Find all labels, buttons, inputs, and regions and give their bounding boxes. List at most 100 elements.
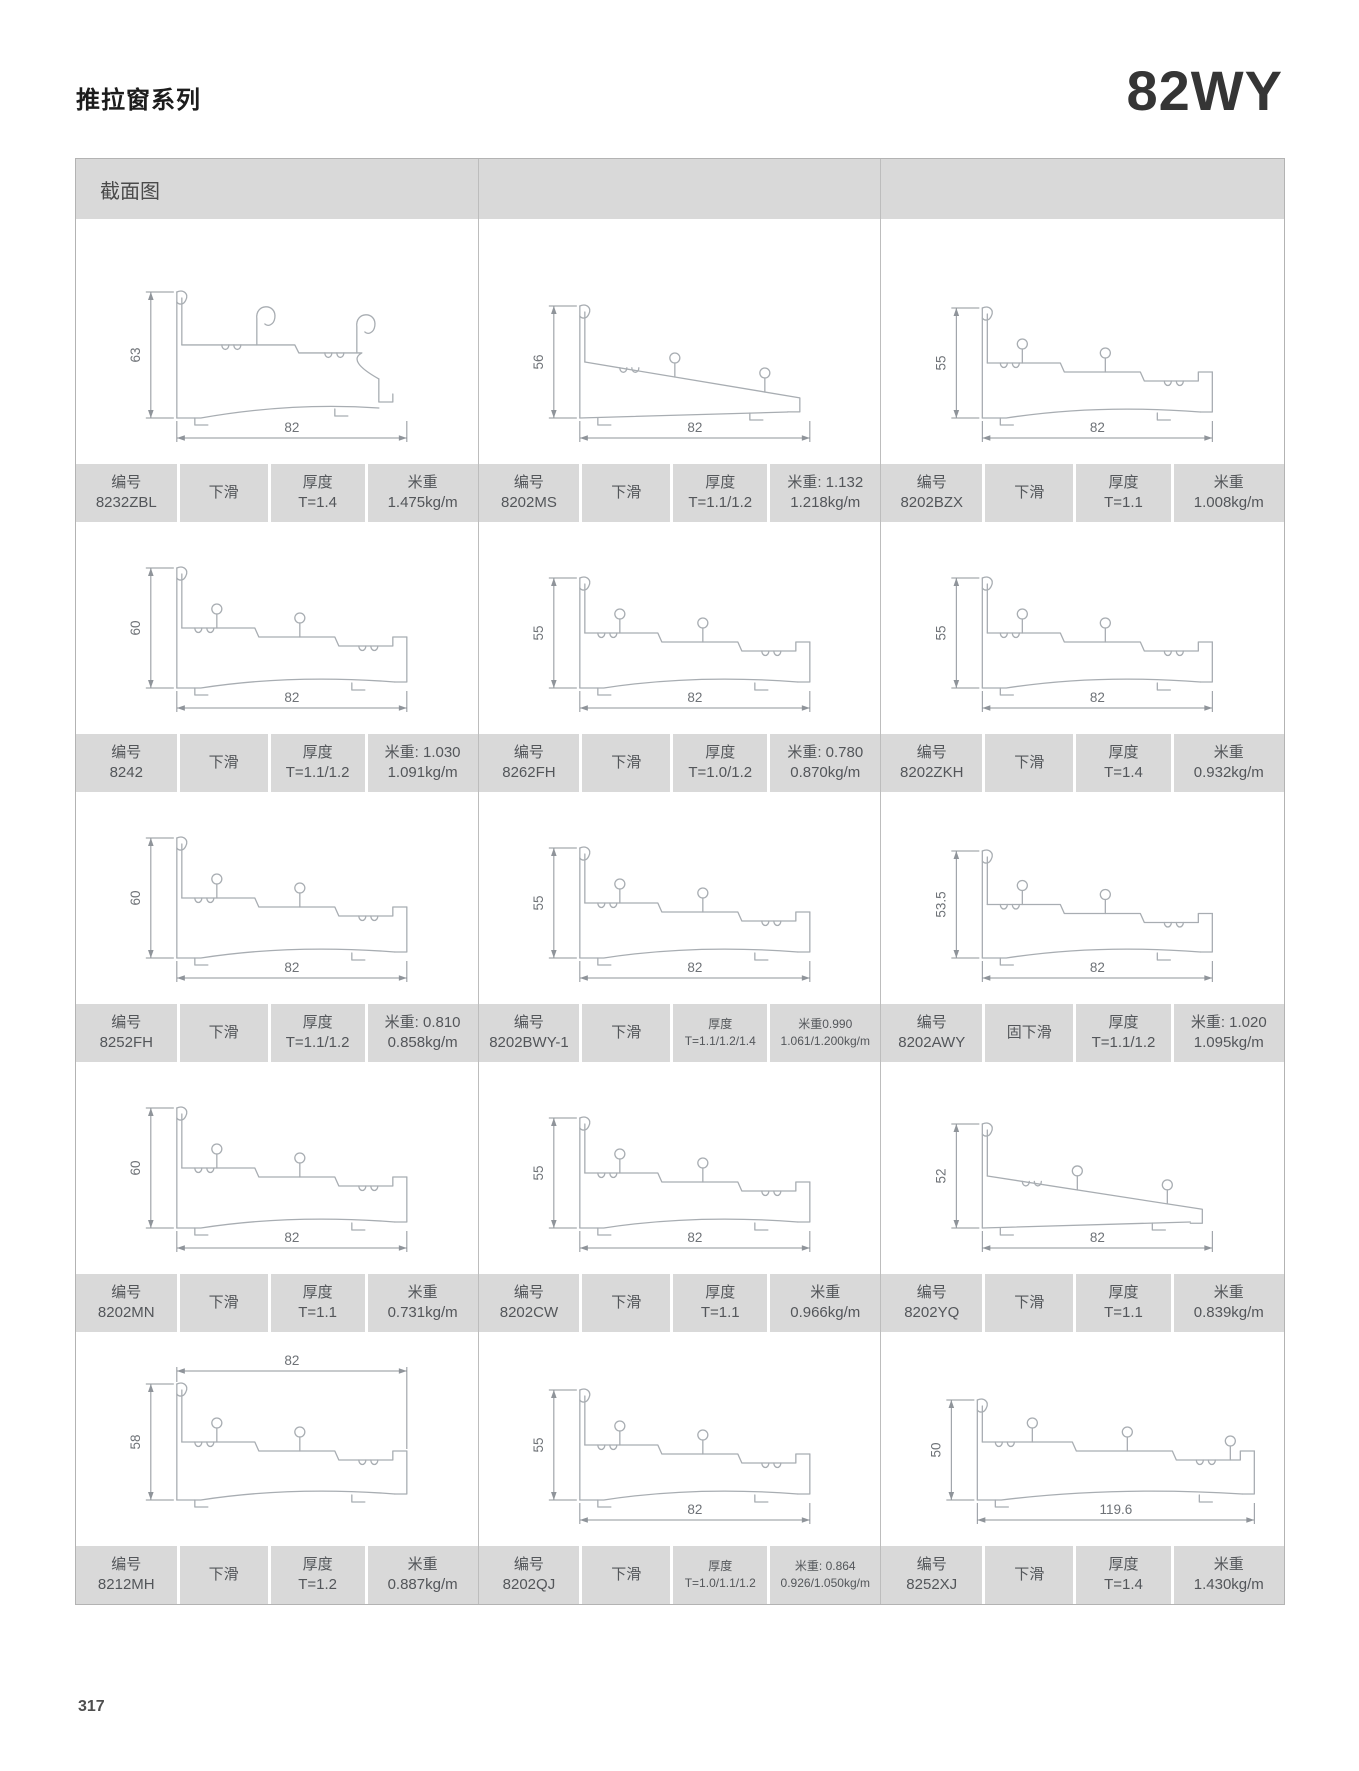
- code-cell: 编号 8202MN: [76, 1274, 177, 1332]
- code-cell: 编号 8242: [76, 734, 177, 792]
- code-cell-text: 编号: [513, 743, 544, 761]
- slide-type-cell: 下滑: [985, 464, 1074, 522]
- profile-drawing-cell: 55 82: [478, 1332, 882, 1546]
- slide-type-cell: 下滑: [179, 1004, 268, 1062]
- thickness-cell-text: 厚度: [302, 1013, 333, 1031]
- code-cell-text: 8202YQ: [904, 1304, 960, 1321]
- code-cell: 编号 8202YQ: [881, 1274, 983, 1332]
- width-dimension-label: 82: [687, 420, 702, 435]
- code-cell: 编号 8202QJ: [478, 1546, 580, 1604]
- table-header-row: 截面图: [76, 159, 1284, 219]
- weight-cell-text: 0.932kg/m: [1193, 764, 1264, 781]
- height-dimension-label: 52: [934, 1168, 949, 1183]
- thickness-cell: 厚度 T=1.1/1.2: [270, 734, 365, 792]
- profile-outline: [578, 846, 811, 966]
- weight-cell: 米重: 1.020 1.095kg/m: [1173, 1004, 1284, 1062]
- weight-cell-text: 0.839kg/m: [1193, 1304, 1264, 1321]
- profile-drawing-cell: 55 82: [881, 522, 1284, 734]
- height-dimension-label: 60: [128, 890, 143, 905]
- dimension-lines: 63 82: [128, 291, 408, 442]
- width-dimension-label: 82: [1090, 420, 1105, 435]
- profile-drawing-cell: 55 82: [478, 792, 882, 1004]
- code-cell-text: 编号: [916, 743, 947, 761]
- dimension-lines: 55 82: [530, 1389, 810, 1524]
- slide-type-cell-text: 下滑: [611, 483, 642, 501]
- code-cell-text: 8202AWY: [898, 1034, 966, 1051]
- profile-outline: [977, 1398, 1256, 1508]
- thickness-cell-text: 厚度: [708, 1016, 733, 1031]
- thickness-cell: 厚度 T=1.0/1.1/1.2: [673, 1546, 768, 1604]
- thickness-cell-text: 厚度: [1108, 1283, 1139, 1301]
- slide-type-cell-text: 下滑: [208, 753, 239, 771]
- dimension-lines: 55 82: [530, 1117, 810, 1252]
- profile-drawing-cell: 60 82: [76, 522, 479, 734]
- weight-cell-text: 1.008kg/m: [1193, 494, 1264, 511]
- weight-cell-text: 1.475kg/m: [387, 494, 458, 511]
- weight-cell: 米重 0.839kg/m: [1173, 1274, 1284, 1332]
- thickness-cell: 厚度 T=1.4: [1076, 1546, 1171, 1604]
- profile-drawing-cell: 53.5 82: [881, 792, 1284, 1004]
- profile-section-svg: 55 82: [934, 306, 1214, 442]
- thickness-cell: 厚度 T=1.1: [673, 1274, 768, 1332]
- dimension-lines: 58 82: [128, 1353, 408, 1501]
- width-dimension-label: 82: [687, 1502, 702, 1517]
- code-cell-text: 8202MN: [97, 1304, 155, 1321]
- profile-drawing-cell: 56 82: [478, 219, 882, 464]
- code-cell: 编号 8202CW: [478, 1274, 580, 1332]
- thickness-cell: 厚度 T=1.1: [270, 1274, 365, 1332]
- thickness-cell: 厚度 T=1.1: [1076, 464, 1171, 522]
- profile-outline: [176, 566, 408, 696]
- slide-type-cell-text: 下滑: [208, 483, 239, 501]
- profile-outline: [578, 1388, 811, 1508]
- code-cell: 编号 8202BZX: [881, 464, 983, 522]
- profile-section-svg: 60 82: [128, 566, 408, 712]
- weight-cell: 米重 1.430kg/m: [1173, 1546, 1284, 1604]
- weight-cell-text: 米重0.990: [798, 1016, 853, 1031]
- profile-section-svg: 50 119.6: [929, 1398, 1256, 1524]
- height-dimension-label: 58: [128, 1434, 143, 1449]
- weight-cell-text: 1.095kg/m: [1193, 1034, 1264, 1051]
- thickness-cell: 厚度 T=1.1: [1076, 1274, 1171, 1332]
- code-cell-text: 8202MS: [501, 494, 557, 511]
- profile-section-svg: 55 82: [530, 1116, 811, 1252]
- dimension-lines: 56 82: [530, 305, 810, 442]
- code-cell-text: 8232ZBL: [95, 494, 157, 511]
- code-cell: 编号 8202ZKH: [881, 734, 983, 792]
- profile-drawing-cell: 60 82: [76, 1062, 479, 1274]
- profile-outline: [982, 849, 1214, 966]
- profile-section-svg: 60 82: [128, 836, 408, 982]
- thickness-cell-text: 厚度: [302, 473, 333, 491]
- slide-type-cell-text: 下滑: [1014, 1565, 1045, 1583]
- slide-type-cell-text: 下滑: [208, 1565, 239, 1583]
- code-cell-text: 编号: [916, 1013, 947, 1031]
- thickness-cell-text: T=1.1/1.2: [285, 764, 350, 781]
- weight-cell-text: 1.091kg/m: [387, 764, 458, 781]
- dimension-lines: 55 82: [530, 847, 810, 982]
- slide-type-cell-text: 下滑: [1014, 483, 1045, 501]
- dimension-lines: 60 82: [128, 1107, 408, 1252]
- code-cell-text: 编号: [111, 473, 142, 491]
- profile-data-strip: 编号 8252XJ 下滑 厚度 T=1.4 米重 1.430kg/m: [881, 1546, 1284, 1604]
- code-cell: 编号 8262FH: [478, 734, 580, 792]
- profile-data-strip: 编号 8212MH 下滑 厚度 T=1.2 米重 0.887kg/m: [76, 1546, 479, 1604]
- thickness-cell-text: T=1.1: [1104, 494, 1143, 511]
- weight-cell-text: 米重: 0.864: [794, 1558, 856, 1573]
- weight-cell-text: 米重: [1213, 1283, 1244, 1301]
- profile-data-strip: 编号 8202YQ 下滑 厚度 T=1.1 米重 0.839kg/m: [881, 1274, 1284, 1332]
- height-dimension-label: 55: [530, 625, 545, 640]
- code-cell-text: 编号: [513, 473, 544, 491]
- dimension-lines: 60 82: [128, 837, 408, 982]
- weight-cell: 米重: 1.132 1.218kg/m: [770, 464, 881, 522]
- height-dimension-label: 63: [128, 347, 143, 362]
- slide-type-cell-text: 下滑: [611, 1023, 642, 1041]
- weight-cell: 米重 0.932kg/m: [1173, 734, 1284, 792]
- thickness-cell-text: 厚度: [302, 1283, 333, 1301]
- slide-type-cell: 下滑: [582, 1546, 671, 1604]
- thickness-cell-text: 厚度: [705, 473, 736, 491]
- code-cell: 编号 8252FH: [76, 1004, 177, 1062]
- profile-section-svg: 58 82: [128, 1353, 408, 1508]
- profile-section-svg: 52 82: [934, 1122, 1214, 1252]
- dimension-lines: 55 82: [934, 307, 1214, 442]
- code-cell-text: 编号: [513, 1283, 544, 1301]
- profile-outline: [982, 1122, 1204, 1236]
